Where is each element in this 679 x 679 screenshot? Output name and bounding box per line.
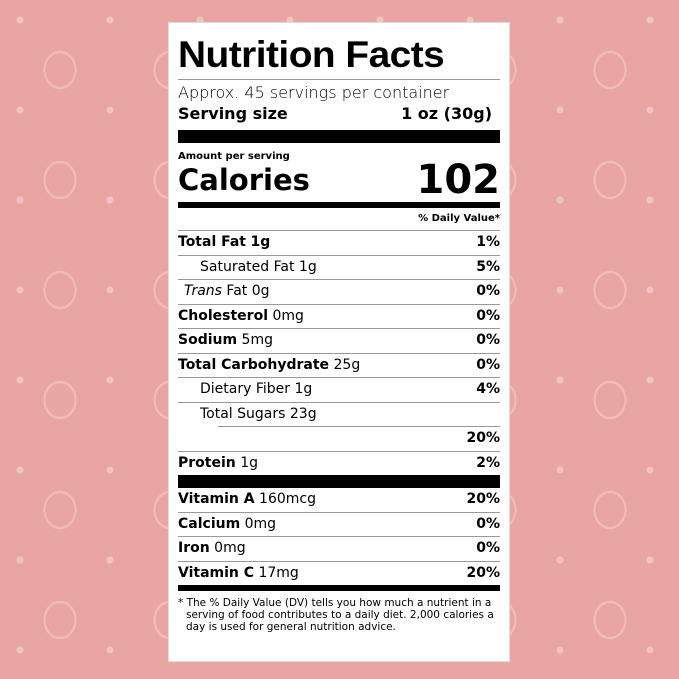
nutrient-row: Total Sugars 23g: [178, 401, 500, 427]
calories-value: 102: [416, 157, 501, 203]
nutrient-row: 20%: [218, 426, 500, 451]
medium-divider: [178, 585, 500, 591]
thick-divider: [178, 475, 500, 488]
vitamin-row: Calcium 0mg 0%: [178, 511, 500, 537]
serving-size-value: 1 oz (30g): [401, 104, 492, 123]
vitamin-row: Vitamin C 17mg 20%: [178, 560, 500, 586]
footnote: * The % Daily Value (DV) tells you how m…: [178, 597, 494, 633]
nutrient-row: Total Fat 1g 1%: [178, 230, 500, 255]
nutrition-facts-label: Nutrition Facts Approx. 45 servings per …: [168, 22, 510, 662]
label-title: Nutrition Facts: [178, 34, 445, 75]
nutrient-row: Protein 1g 2%: [178, 450, 500, 476]
daily-value-header: % Daily Value*: [418, 213, 500, 224]
medium-divider: [178, 202, 500, 208]
vitamin-row: Vitamin A 160mcg 20%: [178, 491, 500, 507]
nutrient-row: Saturated Fat 1g 5%: [178, 254, 500, 280]
calories-label: Calories: [178, 163, 310, 197]
nutrient-row: Cholesterol 0mg 0%: [178, 303, 500, 329]
divider: [178, 79, 500, 80]
serving-size-label: Serving size: [178, 104, 288, 123]
serving-size: Serving size 1 oz (30g): [178, 103, 500, 125]
amount-per-serving: Amount per serving: [178, 151, 290, 162]
nutrient-row: Dietary Fiber 1g 4%: [178, 377, 500, 402]
calories-row: Calories 102: [178, 157, 501, 203]
thick-divider: [178, 130, 500, 143]
nutrient-row: Sodium 5mg 0%: [178, 328, 500, 353]
servings-per-container: Approx. 45 servings per container: [178, 83, 450, 102]
vitamin-row: Iron 0mg 0%: [178, 536, 500, 561]
nutrient-row: Total Carbohydrate 25g 0%: [178, 352, 500, 378]
nutrient-row: Trans Fat 0g 0%: [178, 279, 500, 304]
